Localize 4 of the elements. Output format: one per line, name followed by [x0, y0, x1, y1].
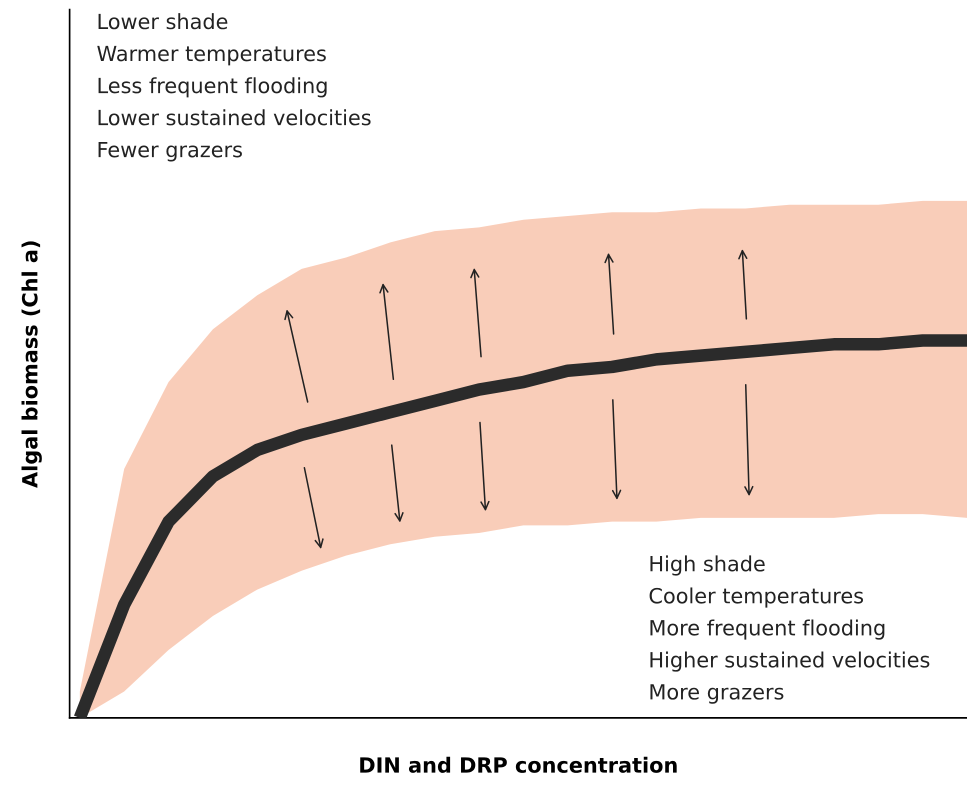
y-axis-title: Algal biomass (Chl a) — [22, 241, 42, 488]
x-axis-title: DIN and DRP concentration — [360, 756, 677, 773]
text: Lower shade Warmer temperatures Less frequent flooding Lower sustained velocities Fewer grazers — [97, 13, 371, 162]
annotation: High shade Cooler temperatures More frequent flooding Higher sustained velocities More grazers — [650, 555, 930, 704]
